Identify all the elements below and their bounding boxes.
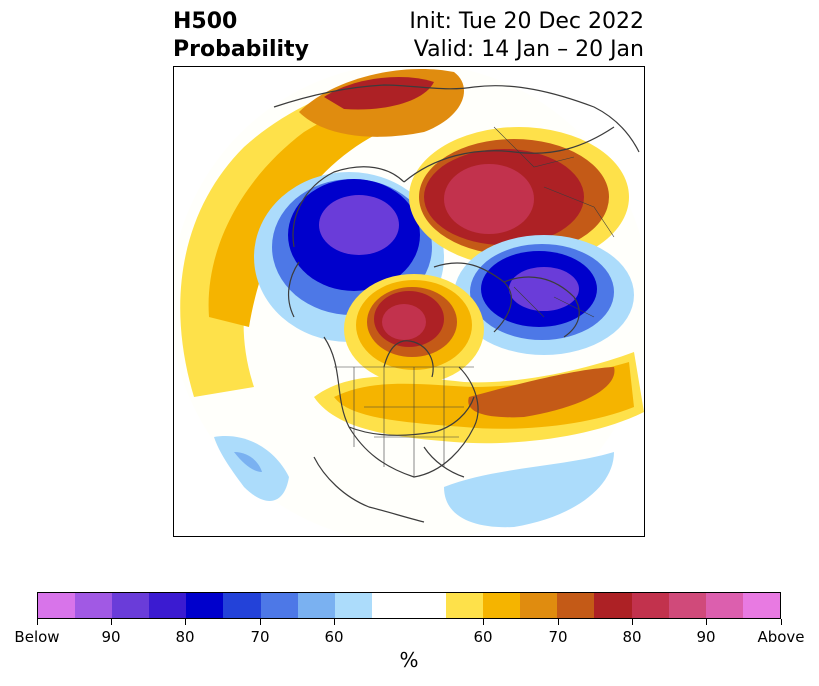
colorbar-segment	[705, 593, 743, 618]
colorbar-tick	[483, 619, 484, 625]
colorbar-segment	[38, 593, 76, 618]
above-core-ne	[444, 164, 534, 234]
colorbar-segment	[742, 593, 780, 618]
colorbar-tick-label: Below	[14, 628, 60, 646]
above-core-atlantic	[468, 367, 615, 418]
colorbar-segment	[297, 593, 335, 618]
title-line-1: H500	[173, 9, 238, 34]
colorbar-tick	[185, 619, 186, 625]
colorbar-segment	[483, 593, 521, 618]
colorbar-tick-label: 80	[175, 628, 195, 646]
chart-title: H500 Probability	[173, 8, 309, 64]
colorbar-segment	[668, 593, 706, 618]
probability-map	[173, 66, 645, 537]
above-core-central	[382, 304, 426, 340]
valid-range: Valid: 14 Jan – 20 Jan	[413, 37, 644, 62]
colorbar-segment	[408, 593, 447, 618]
title-line-2: Probability	[173, 37, 309, 62]
colorbar-tick	[558, 619, 559, 625]
colorbar-segment	[223, 593, 261, 618]
colorbar-tick-label: Above	[757, 628, 805, 646]
below-core-pacific-south	[234, 452, 262, 472]
colorbar-tick	[111, 619, 112, 625]
colorbar-tick-label: 60	[473, 628, 493, 646]
colorbar-segment	[112, 593, 150, 618]
colorbar-tick-label: 70	[548, 628, 568, 646]
colorbar-tick	[37, 619, 38, 625]
below-core-nw	[319, 195, 399, 255]
colorbar-tick-label: 90	[696, 628, 716, 646]
colorbar-tick	[781, 619, 782, 625]
forecast-dates: Init: Tue 20 Dec 2022 Valid: 14 Jan – 20…	[409, 8, 644, 64]
map-canvas	[174, 67, 644, 536]
colorbar-segment	[520, 593, 558, 618]
colorbar-segment	[75, 593, 113, 618]
colorbar-segment	[594, 593, 632, 618]
colorbar-segment	[149, 593, 187, 618]
colorbar-segment	[186, 593, 224, 618]
colorbar-tick-label: 70	[250, 628, 270, 646]
init-date: Init: Tue 20 Dec 2022	[409, 9, 644, 34]
above-core-north	[324, 77, 434, 110]
colorbar-segment	[446, 593, 484, 618]
colorbar-segment	[371, 593, 409, 618]
colorbar-tick	[334, 619, 335, 625]
colorbar	[37, 592, 781, 619]
colorbar-segment	[557, 593, 595, 618]
colorbar-tick	[706, 619, 707, 625]
colorbar-tick-label: 90	[101, 628, 121, 646]
colorbar-segment	[334, 593, 372, 618]
colorbar-tick-label: 80	[622, 628, 642, 646]
colorbar-segment	[631, 593, 669, 618]
colorbar-tick-label: 60	[324, 628, 344, 646]
colorbar-tick	[260, 619, 261, 625]
below-region-south-atlantic	[444, 452, 614, 528]
colorbar-segment	[260, 593, 298, 618]
colorbar-unit: %	[399, 648, 419, 672]
below-core-east	[509, 267, 579, 311]
colorbar-tick	[632, 619, 633, 625]
borders	[334, 126, 615, 477]
